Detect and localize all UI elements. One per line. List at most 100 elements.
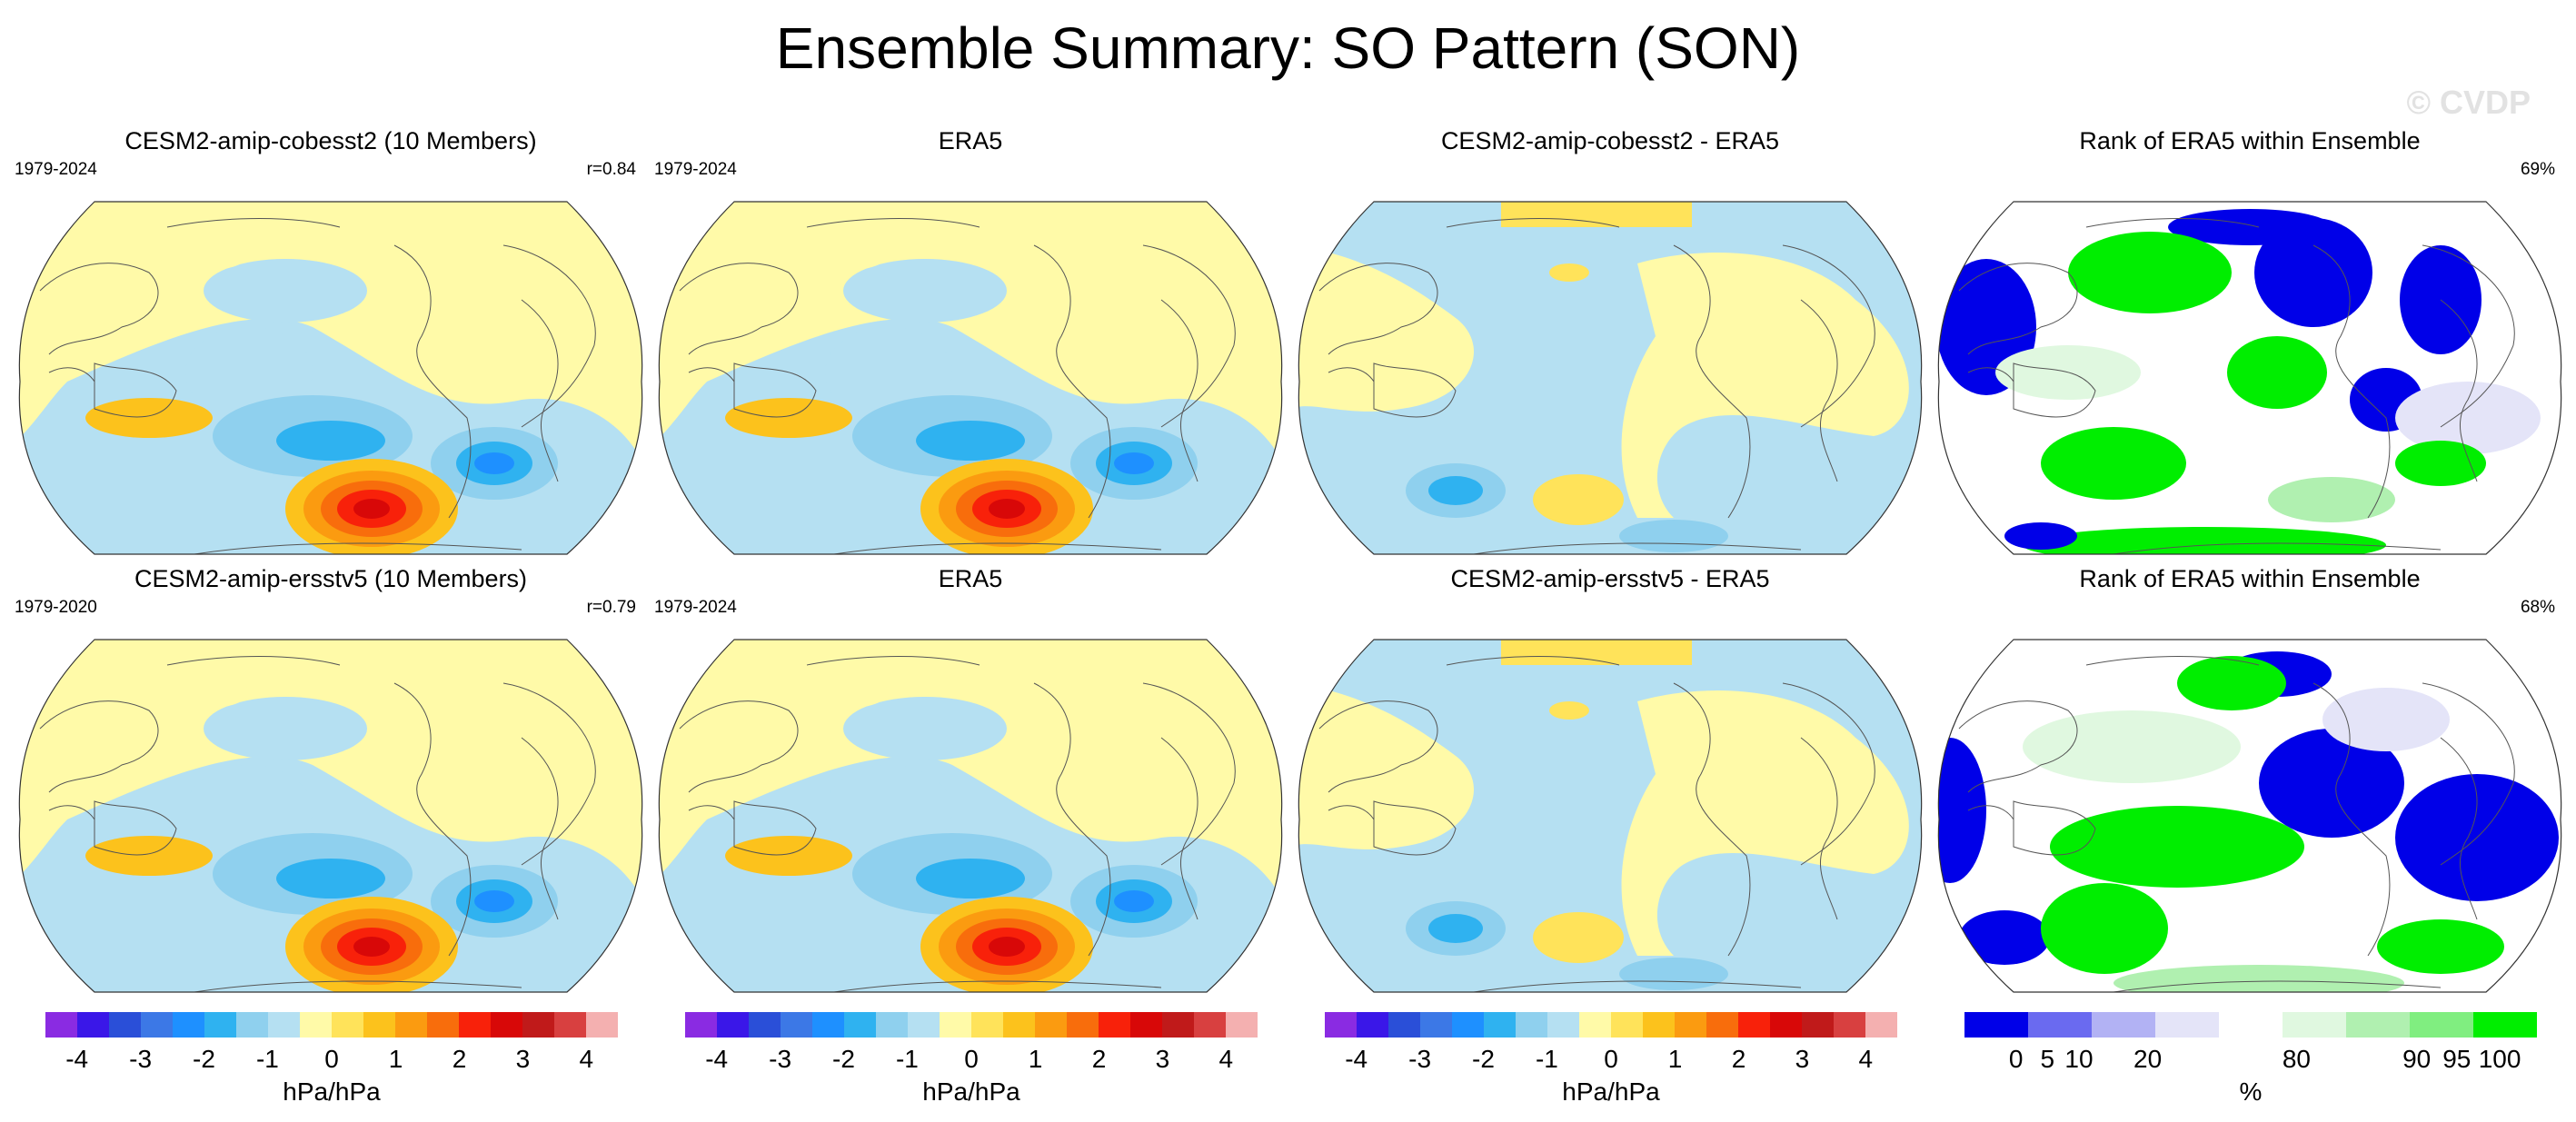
rank-region: [2068, 232, 2232, 313]
colorbar-swatch: [1643, 1012, 1675, 1038]
coastline: [1318, 263, 1438, 355]
colorbar-unit: hPa/hPa: [922, 1077, 1020, 1106]
colorbar-tick-label: 80: [2282, 1045, 2311, 1073]
colorbar-swatch: [459, 1012, 491, 1038]
colorbar-tick-label: 0: [324, 1045, 339, 1073]
coastline: [2422, 682, 2515, 866]
colorbar-2: -4 -3 -2 -1 0 1 2 3 4 hPa/hPa: [685, 1012, 1258, 1112]
colorbar-tick-label: 4: [579, 1045, 594, 1073]
colorbar-swatch: [971, 1012, 1003, 1038]
coastline: [2113, 542, 2442, 554]
colorbar-tick-label: 4: [1218, 1045, 1234, 1073]
positive-region: [1298, 245, 1474, 412]
panel-6: ERA5 1979-2024: [652, 565, 1288, 1001]
negative-region: [825, 765, 952, 856]
colorbar-swatch: [844, 1012, 876, 1038]
colorbar-swatch: [2028, 1012, 2092, 1038]
colorbar-tick-label: -1: [255, 1045, 279, 1073]
coastline: [393, 244, 472, 519]
colorbar-swatch: [1738, 1012, 1770, 1038]
negative-contour: [1114, 452, 1154, 474]
colorbar-swatch: [1964, 1012, 2028, 1038]
colorbar-swatch: [491, 1012, 522, 1038]
negative-contour: [1428, 914, 1483, 943]
colorbar-swatch: [1067, 1012, 1099, 1038]
colorbar-swatch: [1865, 1012, 1897, 1038]
rank-region: [2254, 218, 2372, 327]
map-field: [659, 640, 1282, 992]
coastline: [1033, 244, 1111, 519]
positive-contour: [989, 937, 1025, 957]
coastline: [1160, 737, 1198, 920]
panel-5: CESM2-amip-ersstv5 (10 Members) 1979-202…: [13, 565, 649, 1001]
rank-region: [2227, 336, 2327, 409]
colorbar-swatch: [1003, 1012, 1035, 1038]
positive-region: [85, 398, 213, 438]
negative-contour: [474, 890, 514, 912]
map-border: [1937, 201, 2562, 555]
map-pattern-3: [18, 639, 643, 993]
positive-region: [798, 676, 889, 709]
rank-region: [2004, 522, 2077, 550]
rank-region: [2041, 427, 2186, 500]
panel-correlation: r=0.79: [586, 598, 636, 617]
panel-period: 1979-2024: [15, 160, 97, 179]
coastline: [194, 980, 522, 992]
panel-1: CESM2-amip-cobesst2 (10 Members) 1979-20…: [13, 127, 649, 563]
colorbar-swatches: [685, 1012, 1258, 1038]
positive-region: [1621, 690, 1909, 956]
colorbar-swatch: [268, 1012, 300, 1038]
colorbar-swatch: [300, 1012, 332, 1038]
panel-title: ERA5: [938, 127, 1003, 154]
positive-contour: [353, 937, 390, 957]
colorbar-swatches: [45, 1012, 618, 1038]
colorbar-swatch: [109, 1012, 141, 1038]
colorbar-swatch: [1452, 1012, 1484, 1038]
rank-region: [1959, 910, 2050, 965]
positive-contour: [1533, 912, 1624, 963]
coastline: [2440, 737, 2478, 920]
colorbar-swatch: [395, 1012, 427, 1038]
colorbar-swatch: [554, 1012, 586, 1038]
colorbar-swatch: [1388, 1012, 1420, 1038]
colorbar-swatch: [1194, 1012, 1226, 1038]
positive-region: [158, 238, 249, 271]
rank-region: [2395, 441, 2486, 486]
coastline: [166, 656, 341, 666]
colorbar-tick-label: 0: [964, 1045, 979, 1073]
colorbar-swatch: [204, 1012, 236, 1038]
colorbar-swatch: [332, 1012, 363, 1038]
coastline: [94, 362, 177, 418]
colorbar-tick-label: 5: [2040, 1045, 2055, 1073]
map-pattern-1: [18, 201, 643, 555]
map-field: [659, 202, 1282, 554]
colorbar-swatch: [812, 1012, 844, 1038]
colorbar-unit: hPa/hPa: [283, 1077, 381, 1106]
watermark: © CVDP: [2406, 84, 2531, 121]
coastline: [1328, 805, 1375, 820]
positive-region: [85, 836, 213, 876]
coastline: [1473, 542, 1802, 554]
map-pattern-4: [658, 639, 1283, 993]
colorbar-swatch: [2155, 1012, 2219, 1038]
coastline: [48, 805, 95, 820]
colorbar-swatch: [749, 1012, 781, 1038]
coastline: [1318, 700, 1438, 793]
coastline: [1446, 656, 1620, 666]
rank-region: [2259, 729, 2404, 838]
panel-period: 1979-2020: [15, 598, 97, 617]
colorbar-swatch: [141, 1012, 173, 1038]
colorbar-unit: hPa/hPa: [1562, 1077, 1660, 1106]
negative-region: [843, 259, 1007, 323]
map-border: [658, 639, 1283, 993]
colorbar-swatch: [236, 1012, 268, 1038]
rank-region: [2268, 477, 2395, 522]
map-field: [1298, 202, 1922, 554]
colorbar-tick-label: -4: [1345, 1045, 1368, 1073]
coastline: [2085, 218, 2260, 228]
map-field: [19, 640, 642, 992]
map-border: [18, 201, 643, 555]
coastline: [1800, 737, 1838, 920]
coastline: [521, 299, 559, 482]
panel-period: 1979-2024: [654, 598, 737, 617]
